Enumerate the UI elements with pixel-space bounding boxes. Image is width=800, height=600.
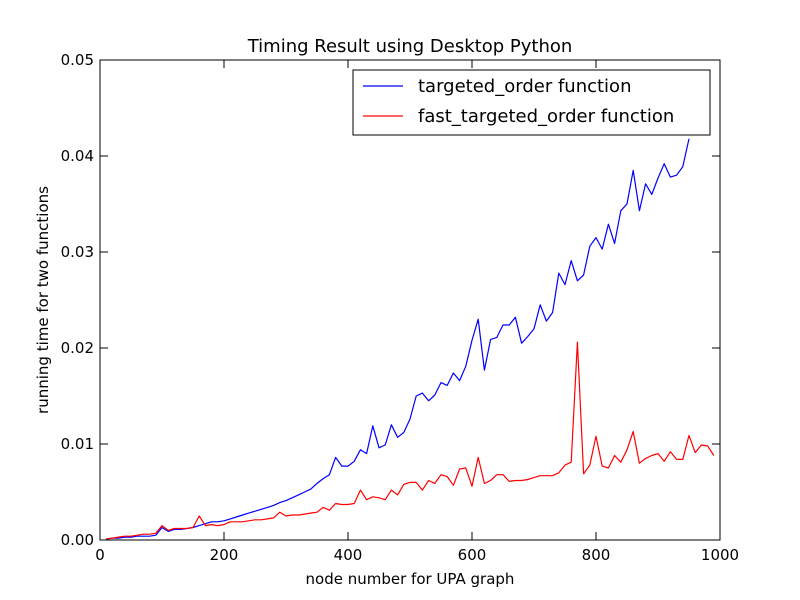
y-tick-label: 0.00 bbox=[61, 531, 94, 549]
x-tick-label: 400 bbox=[334, 546, 363, 564]
x-tick-label: 1000 bbox=[701, 546, 739, 564]
x-tick-label: 200 bbox=[210, 546, 239, 564]
x-tick-labels: 0 200 400 600 800 1000 bbox=[95, 546, 739, 564]
ticks-layer bbox=[99, 59, 721, 541]
y-axis-label: running time for two functions bbox=[34, 186, 52, 414]
legend-label-targeted-order: targeted_order function bbox=[418, 76, 631, 97]
y-tick-labels: 0.00 0.01 0.02 0.03 0.04 0.05 bbox=[61, 51, 94, 549]
series-layer bbox=[106, 138, 715, 540]
plot-area bbox=[99, 59, 721, 541]
plot-frame bbox=[99, 59, 721, 541]
x-tick-label: 0 bbox=[95, 546, 105, 564]
y-tick-label: 0.03 bbox=[61, 243, 94, 261]
x-tick-label: 600 bbox=[458, 546, 487, 564]
x-tick-label: 800 bbox=[582, 546, 611, 564]
y-tick-label: 0.01 bbox=[61, 435, 94, 453]
legend-label-fast-targeted-order: fast_targeted_order function bbox=[418, 106, 674, 127]
y-tick-label: 0.05 bbox=[61, 51, 94, 69]
series-line-0 bbox=[106, 138, 690, 540]
legend: targeted_order function fast_targeted_or… bbox=[352, 69, 711, 136]
x-axis-label: node number for UPA graph bbox=[306, 570, 515, 588]
legend-box bbox=[352, 69, 711, 136]
series-line-1 bbox=[106, 341, 715, 540]
y-tick-label: 0.02 bbox=[61, 339, 94, 357]
chart-title: Timing Result using Desktop Python bbox=[247, 36, 573, 57]
y-tick-label: 0.04 bbox=[61, 147, 94, 165]
